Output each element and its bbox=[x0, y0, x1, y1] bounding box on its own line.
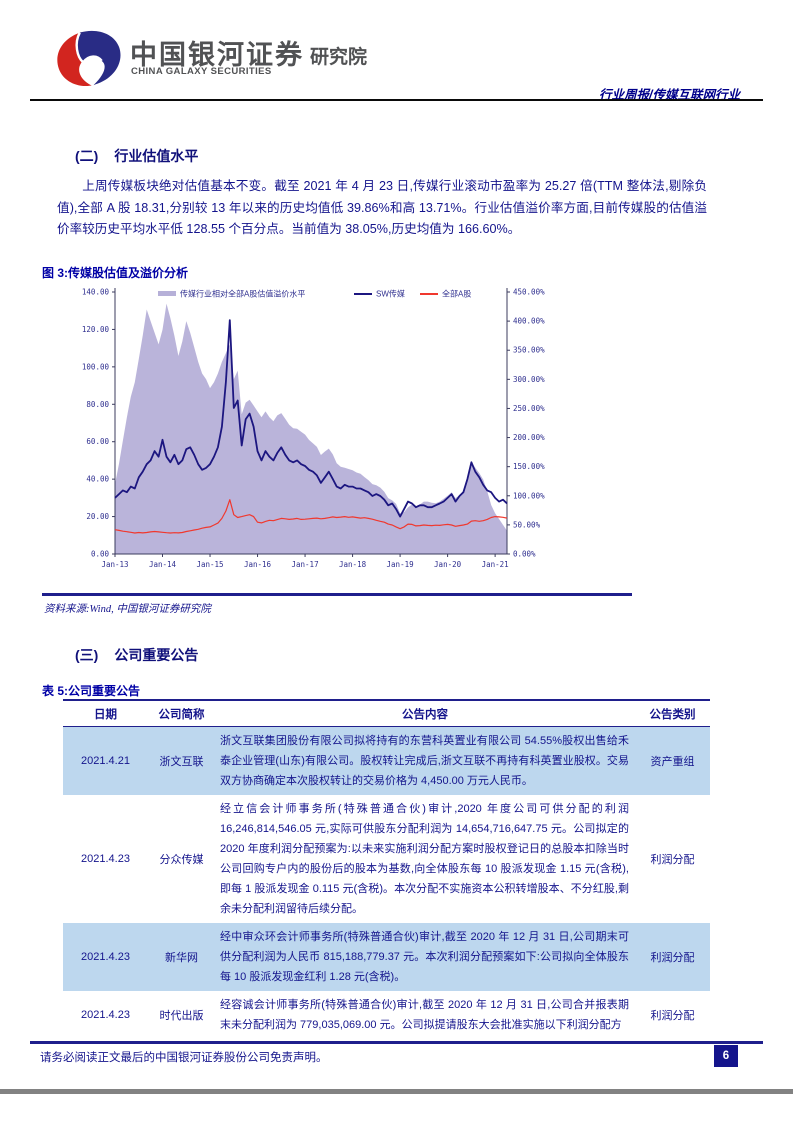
section-number: (二) bbox=[75, 148, 99, 164]
announcement-table-body: 2021.4.21 浙文互联 浙文互联集团股份有限公司拟将持有的东营科英置业有限公司… bbox=[63, 727, 710, 1039]
table-row: 2021.4.21 浙文互联 浙文互联集团股份有限公司拟将持有的东营科英置业有限公司… bbox=[63, 727, 710, 795]
valuation-paragraph: 上周传媒板块绝对估值基本不变。截至 2021 年 4 月 23 日,传媒行业滚动… bbox=[57, 179, 707, 236]
section-heading-valuation: (二) 行业估值水平 bbox=[75, 146, 198, 166]
cell-content: 经立信会计师事务所(特殊普通合伙)审计,2020 年度公司可供分配的利润 16,… bbox=[220, 803, 629, 915]
cell-company: 浙文互联 bbox=[159, 756, 204, 768]
cell-category: 资产重组 bbox=[650, 756, 695, 768]
svg-text:80.00: 80.00 bbox=[86, 400, 109, 409]
svg-text:Jan-21: Jan-21 bbox=[482, 560, 509, 569]
svg-text:120.00: 120.00 bbox=[82, 325, 110, 334]
svg-text:Jan-20: Jan-20 bbox=[434, 560, 462, 569]
figure-divider bbox=[42, 593, 632, 596]
svg-text:Jan-14: Jan-14 bbox=[149, 560, 177, 569]
cell-category: 利润分配 bbox=[650, 854, 695, 866]
cell-company: 新华网 bbox=[165, 952, 198, 964]
cell-date: 2021.4.23 bbox=[81, 853, 130, 865]
cell-company: 分众传媒 bbox=[159, 854, 204, 866]
data-source-note: 资料来源:Wind, 中国银河证券研究院 bbox=[44, 604, 211, 615]
svg-text:100.00: 100.00 bbox=[82, 362, 110, 371]
svg-text:450.00%: 450.00% bbox=[513, 288, 545, 297]
cell-date: 2021.4.21 bbox=[81, 755, 130, 767]
svg-text:Jan-15: Jan-15 bbox=[196, 560, 223, 569]
valuation-premium-chart: 0.00 20.00 40.00 60.00 80.00 100.00 120.00 140.… bbox=[62, 284, 587, 576]
svg-text:0.00%: 0.00% bbox=[513, 550, 536, 559]
logo-company-name-en: CHINA GALAXY SECURITIES bbox=[131, 66, 272, 77]
svg-text:Jan-16: Jan-16 bbox=[244, 560, 272, 569]
section-title: 公司重要公告 bbox=[114, 647, 199, 663]
announcement-table: 日期 公司简称 公告内容 公告类别 2021.4.21 浙文互联 浙文互联集团股份有… bbox=[63, 699, 710, 1039]
table-row: 2021.4.23 新华网 经中审众环会计师事务所(特殊普通合伙)审计,截至 202… bbox=[63, 923, 710, 991]
svg-text:200.00%: 200.00% bbox=[513, 433, 545, 442]
col-header-company: 公司简称 bbox=[158, 708, 205, 721]
cell-company: 时代出版 bbox=[159, 1010, 204, 1022]
svg-text:SW传媒: SW传媒 bbox=[376, 289, 405, 299]
section-heading-announcements: (三) 公司重要公告 bbox=[75, 645, 198, 665]
galaxy-logo-icon bbox=[57, 30, 121, 87]
svg-text:60.00: 60.00 bbox=[86, 437, 109, 446]
svg-text:20.00: 20.00 bbox=[86, 512, 109, 521]
svg-text:400.00%: 400.00% bbox=[513, 317, 545, 326]
table-row: 2021.4.23 时代出版 经容诚会计师事务所(特殊普通合伙)审计,截至 2020… bbox=[63, 991, 710, 1039]
cell-category: 利润分配 bbox=[650, 1010, 695, 1022]
svg-text:Jan-19: Jan-19 bbox=[387, 560, 414, 569]
footer-divider bbox=[30, 1041, 763, 1044]
svg-text:140.00: 140.00 bbox=[82, 288, 110, 297]
table-header-row: 日期 公司简称 公告内容 公告类别 bbox=[63, 699, 710, 727]
cell-content: 经中审众环会计师事务所(特殊普通合伙)审计,截至 2020 年 12 月 31 … bbox=[220, 931, 629, 983]
svg-text:传媒行业相对全部A股估值溢价水平: 传媒行业相对全部A股估值溢价水平 bbox=[180, 289, 305, 299]
page-number: 6 bbox=[714, 1045, 738, 1067]
cell-date: 2021.4.23 bbox=[81, 951, 130, 963]
section-title: 行业估值水平 bbox=[114, 148, 199, 164]
svg-text:Jan-13: Jan-13 bbox=[101, 560, 128, 569]
report-type-label: 行业周报/传媒互联网行业 bbox=[599, 88, 740, 102]
svg-text:40.00: 40.00 bbox=[86, 475, 109, 484]
logo-company-name: 中国银河证券 bbox=[130, 40, 304, 70]
svg-text:0.00: 0.00 bbox=[91, 550, 110, 559]
table-row: 2021.4.23 分众传媒 经立信会计师事务所(特殊普通合伙)审计,2020 年度… bbox=[63, 795, 710, 923]
svg-text:300.00%: 300.00% bbox=[513, 375, 545, 384]
svg-text:350.00%: 350.00% bbox=[513, 346, 545, 355]
col-header-content: 公告内容 bbox=[402, 708, 448, 721]
logo-research-institute: 研究院 bbox=[310, 47, 368, 68]
valuation-chart-svg: 0.00 20.00 40.00 60.00 80.00 100.00 120.00 140.… bbox=[82, 288, 545, 570]
svg-text:100.00%: 100.00% bbox=[513, 491, 545, 500]
col-header-date: 日期 bbox=[94, 708, 117, 721]
section-number: (三) bbox=[75, 647, 99, 663]
page-bottom-bar bbox=[0, 1089, 793, 1094]
svg-text:全部A股: 全部A股 bbox=[442, 289, 471, 299]
table-caption: 表 5:公司重要公告 bbox=[42, 684, 141, 698]
figure-caption: 图 3:传媒股估值及溢价分析 bbox=[42, 266, 189, 280]
svg-text:Jan-17: Jan-17 bbox=[292, 560, 319, 569]
svg-text:50.00%: 50.00% bbox=[513, 520, 541, 529]
header-divider bbox=[30, 99, 763, 102]
cell-content: 浙文互联集团股份有限公司拟将持有的东营科英置业有限公司 54.55%股权出售给禾… bbox=[220, 735, 629, 787]
col-header-category: 公告类别 bbox=[649, 708, 696, 721]
cell-date: 2021.4.23 bbox=[81, 1009, 130, 1021]
svg-text:150.00%: 150.00% bbox=[513, 462, 545, 471]
cell-content: 经容诚会计师事务所(特殊普通合伙)审计,截至 2020 年 12 月 31 日,… bbox=[220, 999, 629, 1031]
svg-text:Jan-18: Jan-18 bbox=[339, 560, 367, 569]
cell-category: 利润分配 bbox=[650, 952, 695, 964]
disclaimer-text: 请务必阅读正文最后的中国银河证券股份公司免责声明。 bbox=[40, 1052, 328, 1064]
svg-text:250.00%: 250.00% bbox=[513, 404, 545, 413]
